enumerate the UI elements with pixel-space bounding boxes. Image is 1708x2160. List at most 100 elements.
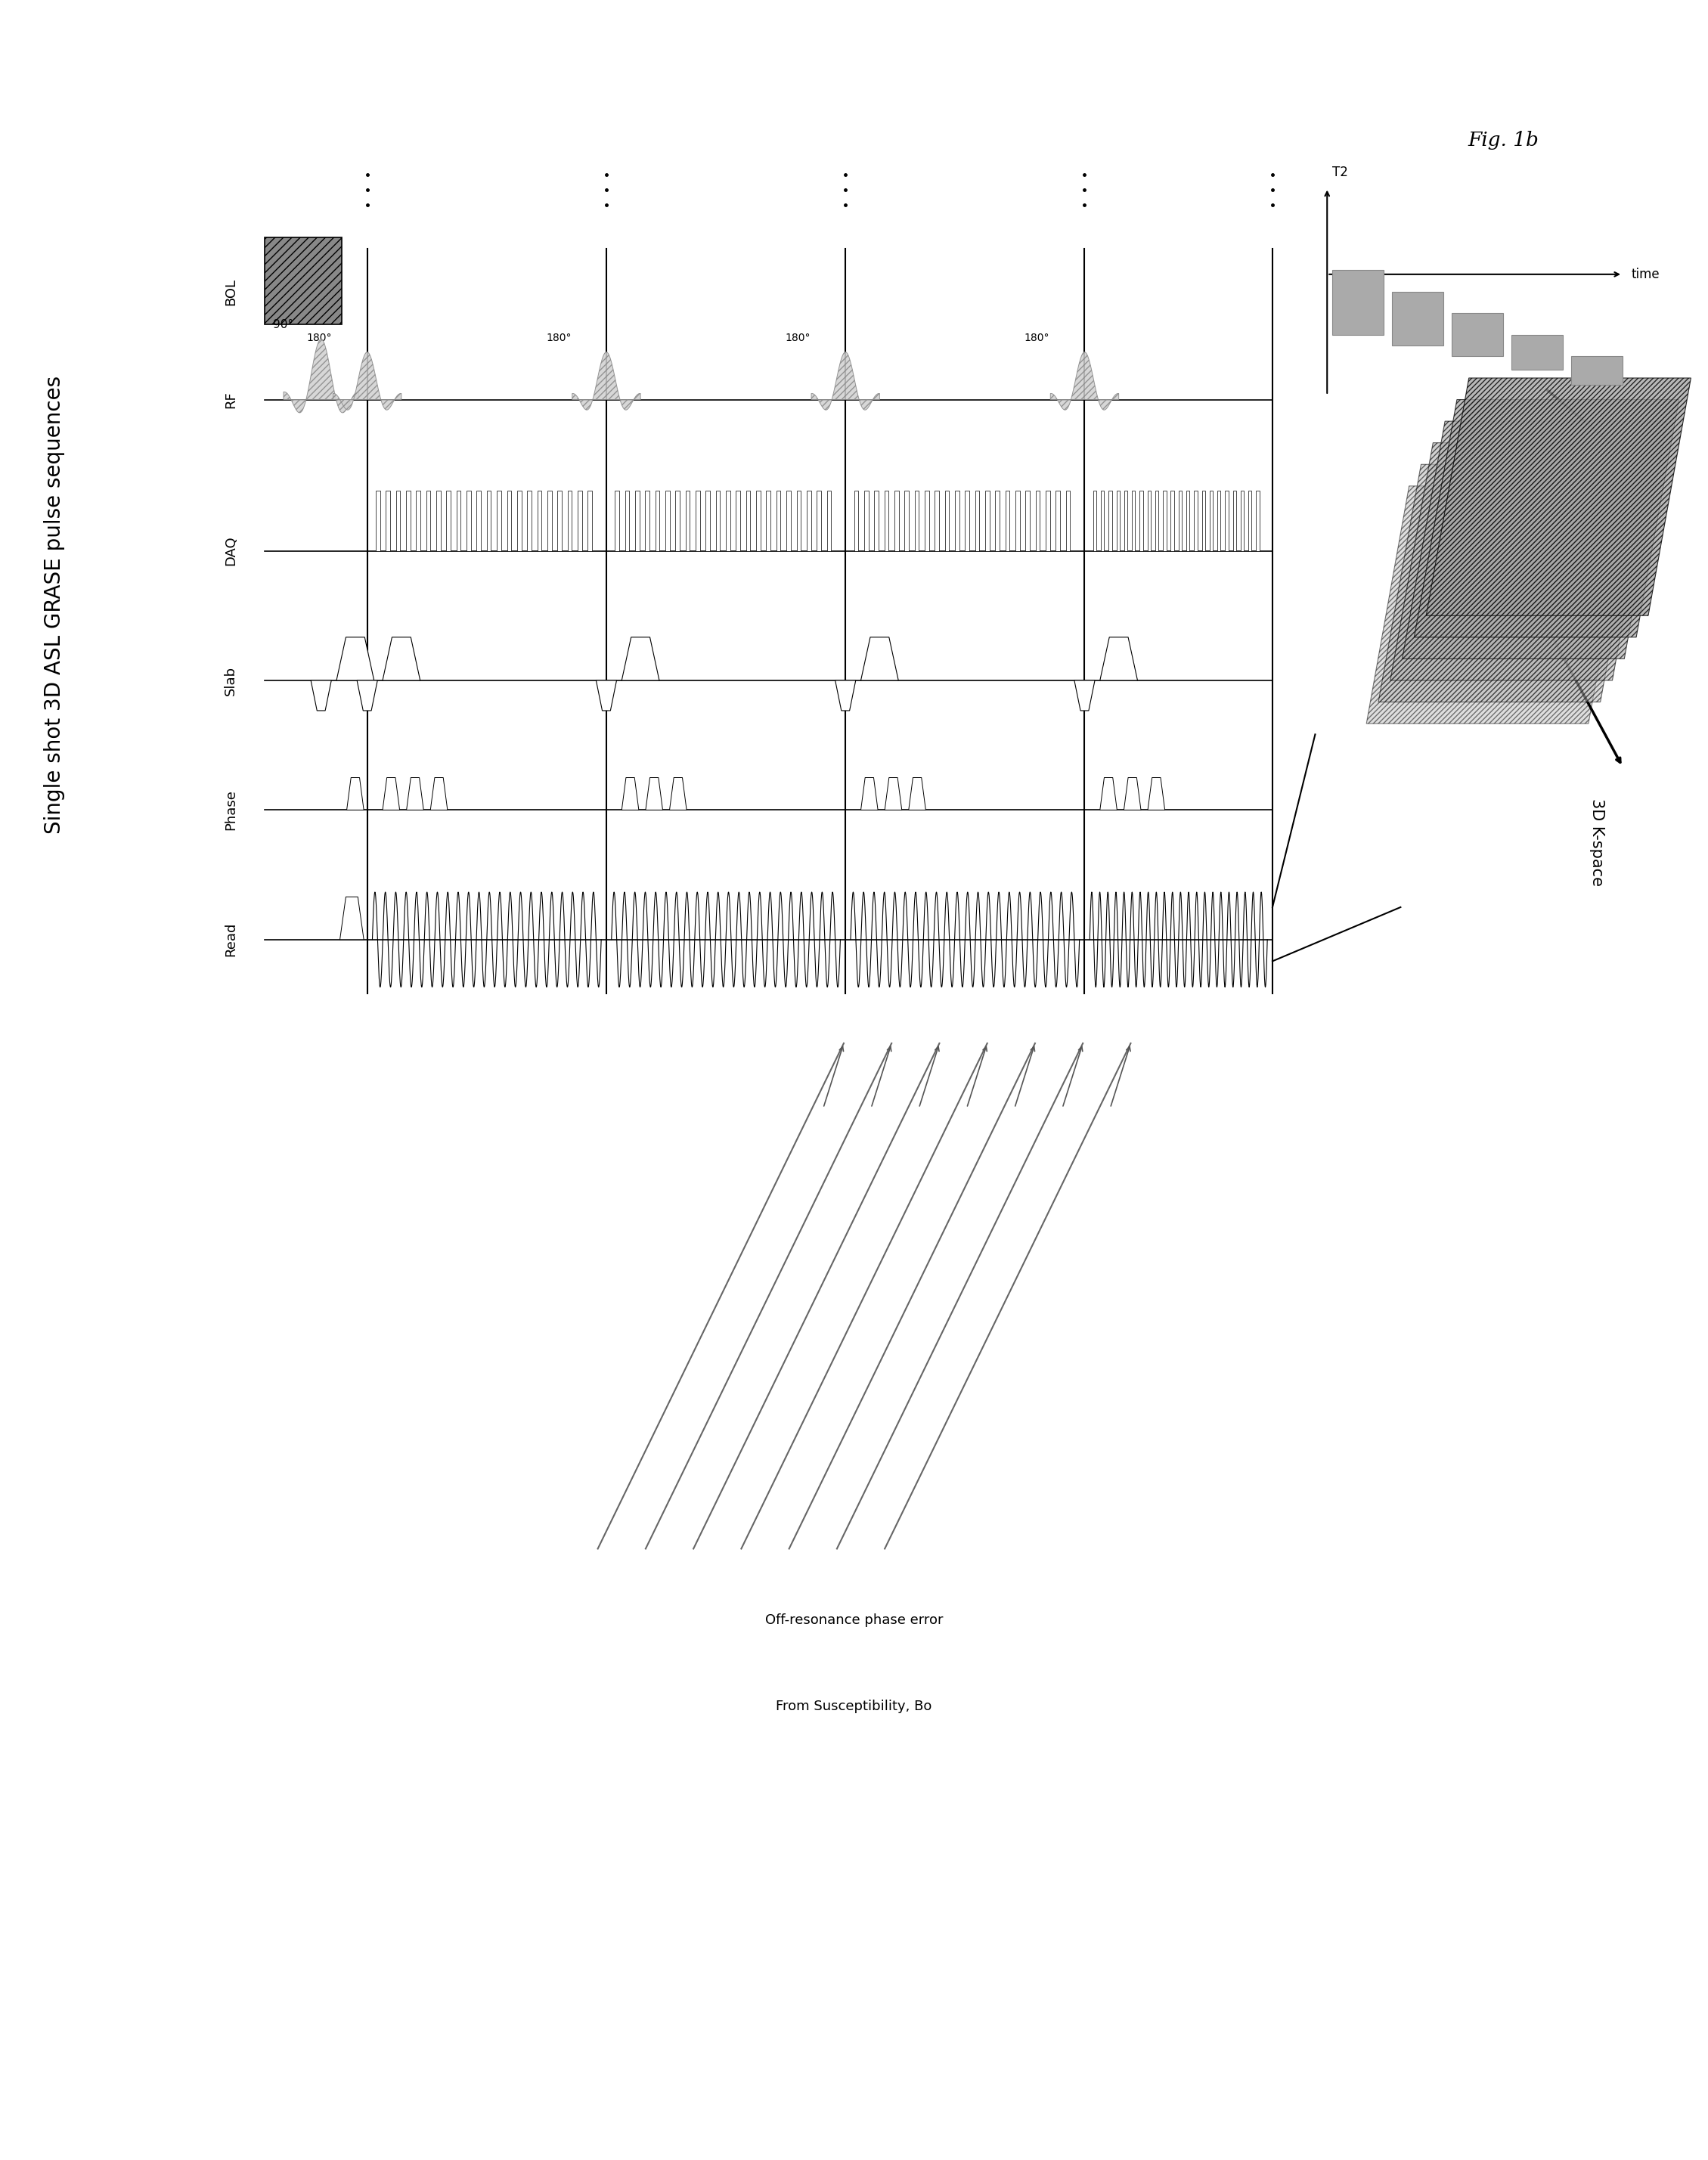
- Bar: [1045, 490, 1050, 551]
- Bar: [1179, 490, 1182, 551]
- Bar: [1332, 270, 1383, 335]
- Polygon shape: [383, 637, 420, 680]
- Text: 180°: 180°: [547, 333, 570, 343]
- Bar: [767, 490, 770, 551]
- Polygon shape: [430, 778, 447, 810]
- Bar: [895, 490, 898, 551]
- Bar: [796, 490, 801, 551]
- Text: Off-resonance phase error: Off-resonance phase error: [765, 1614, 943, 1626]
- Bar: [695, 490, 700, 551]
- Polygon shape: [336, 637, 374, 680]
- Bar: [446, 490, 451, 551]
- Bar: [1209, 490, 1213, 551]
- Polygon shape: [885, 778, 902, 810]
- Bar: [1512, 335, 1563, 369]
- Bar: [864, 490, 868, 551]
- Bar: [557, 490, 562, 551]
- Bar: [1102, 490, 1103, 551]
- Bar: [885, 490, 888, 551]
- Polygon shape: [572, 352, 640, 410]
- Bar: [955, 490, 960, 551]
- Bar: [716, 490, 721, 551]
- Bar: [905, 490, 909, 551]
- Bar: [827, 490, 832, 551]
- Text: From Susceptibility, Bo: From Susceptibility, Bo: [775, 1700, 933, 1713]
- Bar: [1170, 490, 1173, 551]
- Bar: [1155, 490, 1158, 551]
- Polygon shape: [1402, 421, 1667, 659]
- Polygon shape: [1074, 680, 1095, 711]
- Bar: [1035, 490, 1040, 551]
- Bar: [914, 490, 919, 551]
- Polygon shape: [357, 680, 377, 711]
- Bar: [1148, 490, 1151, 551]
- Bar: [685, 490, 690, 551]
- Bar: [1108, 490, 1112, 551]
- Text: 180°: 180°: [1025, 333, 1049, 343]
- Polygon shape: [909, 778, 926, 810]
- Bar: [1233, 490, 1237, 551]
- Polygon shape: [1426, 378, 1691, 616]
- Bar: [924, 490, 929, 551]
- Bar: [726, 490, 731, 551]
- Bar: [786, 490, 791, 551]
- Text: BOL: BOL: [224, 279, 237, 305]
- Polygon shape: [596, 680, 617, 711]
- Polygon shape: [1050, 352, 1119, 410]
- Bar: [477, 490, 482, 551]
- Bar: [567, 490, 572, 551]
- Bar: [386, 490, 389, 551]
- Bar: [646, 490, 649, 551]
- Bar: [376, 490, 381, 551]
- Text: 3D K-space: 3D K-space: [1590, 799, 1604, 886]
- Bar: [625, 490, 629, 551]
- Polygon shape: [1100, 637, 1138, 680]
- Bar: [746, 490, 750, 551]
- Bar: [588, 490, 593, 551]
- Bar: [265, 238, 342, 324]
- Polygon shape: [861, 637, 898, 680]
- Bar: [417, 490, 420, 551]
- Text: Read: Read: [224, 922, 237, 957]
- Bar: [816, 490, 822, 551]
- Text: T2: T2: [1332, 166, 1348, 179]
- Bar: [396, 490, 400, 551]
- Bar: [675, 490, 680, 551]
- Polygon shape: [407, 778, 424, 810]
- Bar: [1571, 356, 1623, 384]
- Bar: [1202, 490, 1206, 551]
- Bar: [518, 490, 521, 551]
- Bar: [705, 490, 711, 551]
- Polygon shape: [646, 778, 663, 810]
- Bar: [757, 490, 760, 551]
- Text: Slab: Slab: [224, 665, 237, 696]
- Bar: [1187, 490, 1189, 551]
- Bar: [635, 490, 639, 551]
- Bar: [466, 490, 471, 551]
- Bar: [945, 490, 950, 551]
- Bar: [1006, 490, 1009, 551]
- Bar: [407, 490, 410, 551]
- Bar: [538, 490, 541, 551]
- Bar: [1194, 490, 1197, 551]
- Bar: [1163, 490, 1167, 551]
- Bar: [1225, 490, 1228, 551]
- Text: DAQ: DAQ: [224, 536, 237, 566]
- Bar: [456, 490, 461, 551]
- Polygon shape: [1366, 486, 1631, 724]
- Polygon shape: [622, 778, 639, 810]
- Polygon shape: [1100, 778, 1117, 810]
- Polygon shape: [1390, 443, 1655, 680]
- Bar: [1218, 490, 1221, 551]
- Bar: [547, 490, 552, 551]
- Bar: [1025, 490, 1030, 551]
- Polygon shape: [1148, 778, 1165, 810]
- Bar: [854, 490, 859, 551]
- Polygon shape: [1414, 400, 1679, 637]
- Polygon shape: [811, 352, 880, 410]
- Bar: [1056, 490, 1061, 551]
- Bar: [996, 490, 999, 551]
- Polygon shape: [835, 680, 856, 711]
- Text: time: time: [1631, 268, 1660, 281]
- Bar: [1139, 490, 1143, 551]
